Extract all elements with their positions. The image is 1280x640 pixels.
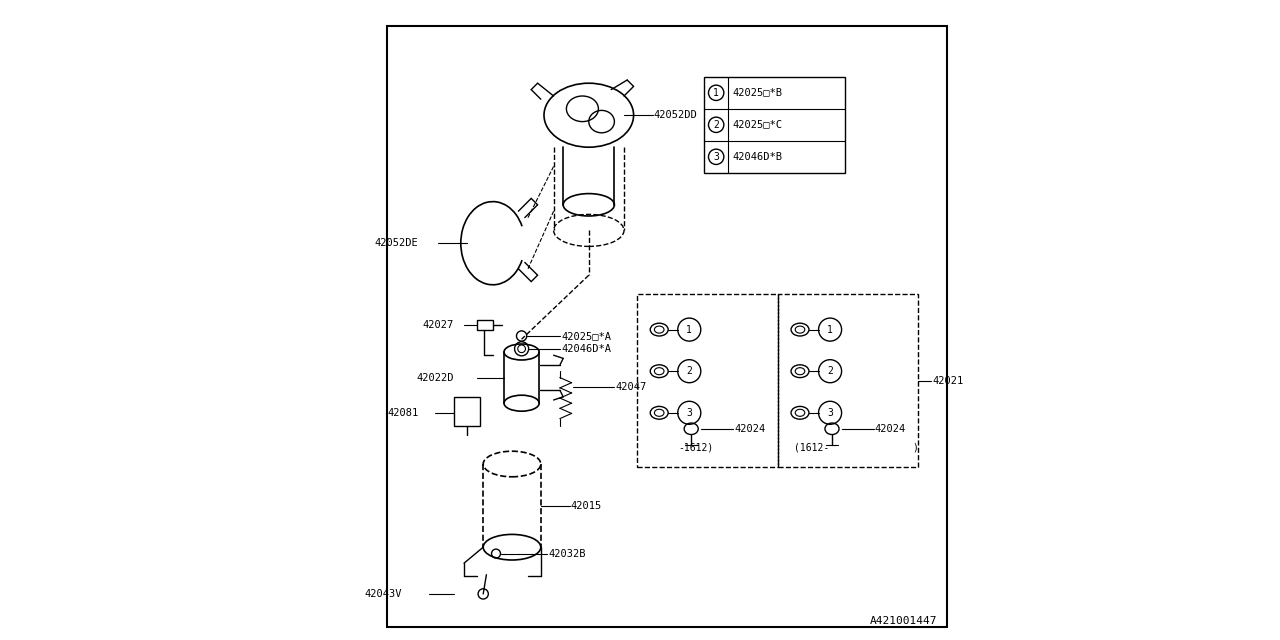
Text: 42022D: 42022D <box>416 372 453 383</box>
Text: 42047: 42047 <box>614 382 646 392</box>
Text: 1: 1 <box>827 324 833 335</box>
Bar <box>454 397 480 426</box>
Text: 42015: 42015 <box>571 500 602 511</box>
Bar <box>637 294 777 467</box>
Text: 42024: 42024 <box>735 424 765 434</box>
Text: 42043V: 42043V <box>365 589 402 599</box>
Text: 42024: 42024 <box>876 424 906 434</box>
Text: 42032B: 42032B <box>549 548 586 559</box>
Text: 3: 3 <box>713 152 719 162</box>
Text: 42052DE: 42052DE <box>375 238 419 248</box>
Text: 3: 3 <box>827 408 833 418</box>
Text: 42025□*C: 42025□*C <box>732 120 783 130</box>
Text: 2: 2 <box>686 366 692 376</box>
Bar <box>704 77 845 173</box>
Text: 42046D*B: 42046D*B <box>732 152 783 162</box>
Text: -1612): -1612) <box>678 443 714 453</box>
Text: 1: 1 <box>713 88 719 98</box>
Text: 42046D*A: 42046D*A <box>561 344 612 354</box>
Text: 42027: 42027 <box>422 320 453 330</box>
Text: 3: 3 <box>686 408 692 418</box>
Text: 2: 2 <box>713 120 719 130</box>
Bar <box>387 26 947 627</box>
Bar <box>477 320 493 330</box>
Text: 2: 2 <box>827 366 833 376</box>
Text: 1: 1 <box>686 324 692 335</box>
Text: (1612-: (1612- <box>794 443 829 453</box>
Bar <box>777 294 918 467</box>
Text: 42081: 42081 <box>387 408 419 418</box>
Text: 42052DD: 42052DD <box>654 110 698 120</box>
Text: 42021: 42021 <box>932 376 964 386</box>
Text: ): ) <box>911 443 918 453</box>
Text: A421001447: A421001447 <box>870 616 937 626</box>
Text: 42025□*A: 42025□*A <box>561 331 612 341</box>
Text: 42025□*B: 42025□*B <box>732 88 783 98</box>
